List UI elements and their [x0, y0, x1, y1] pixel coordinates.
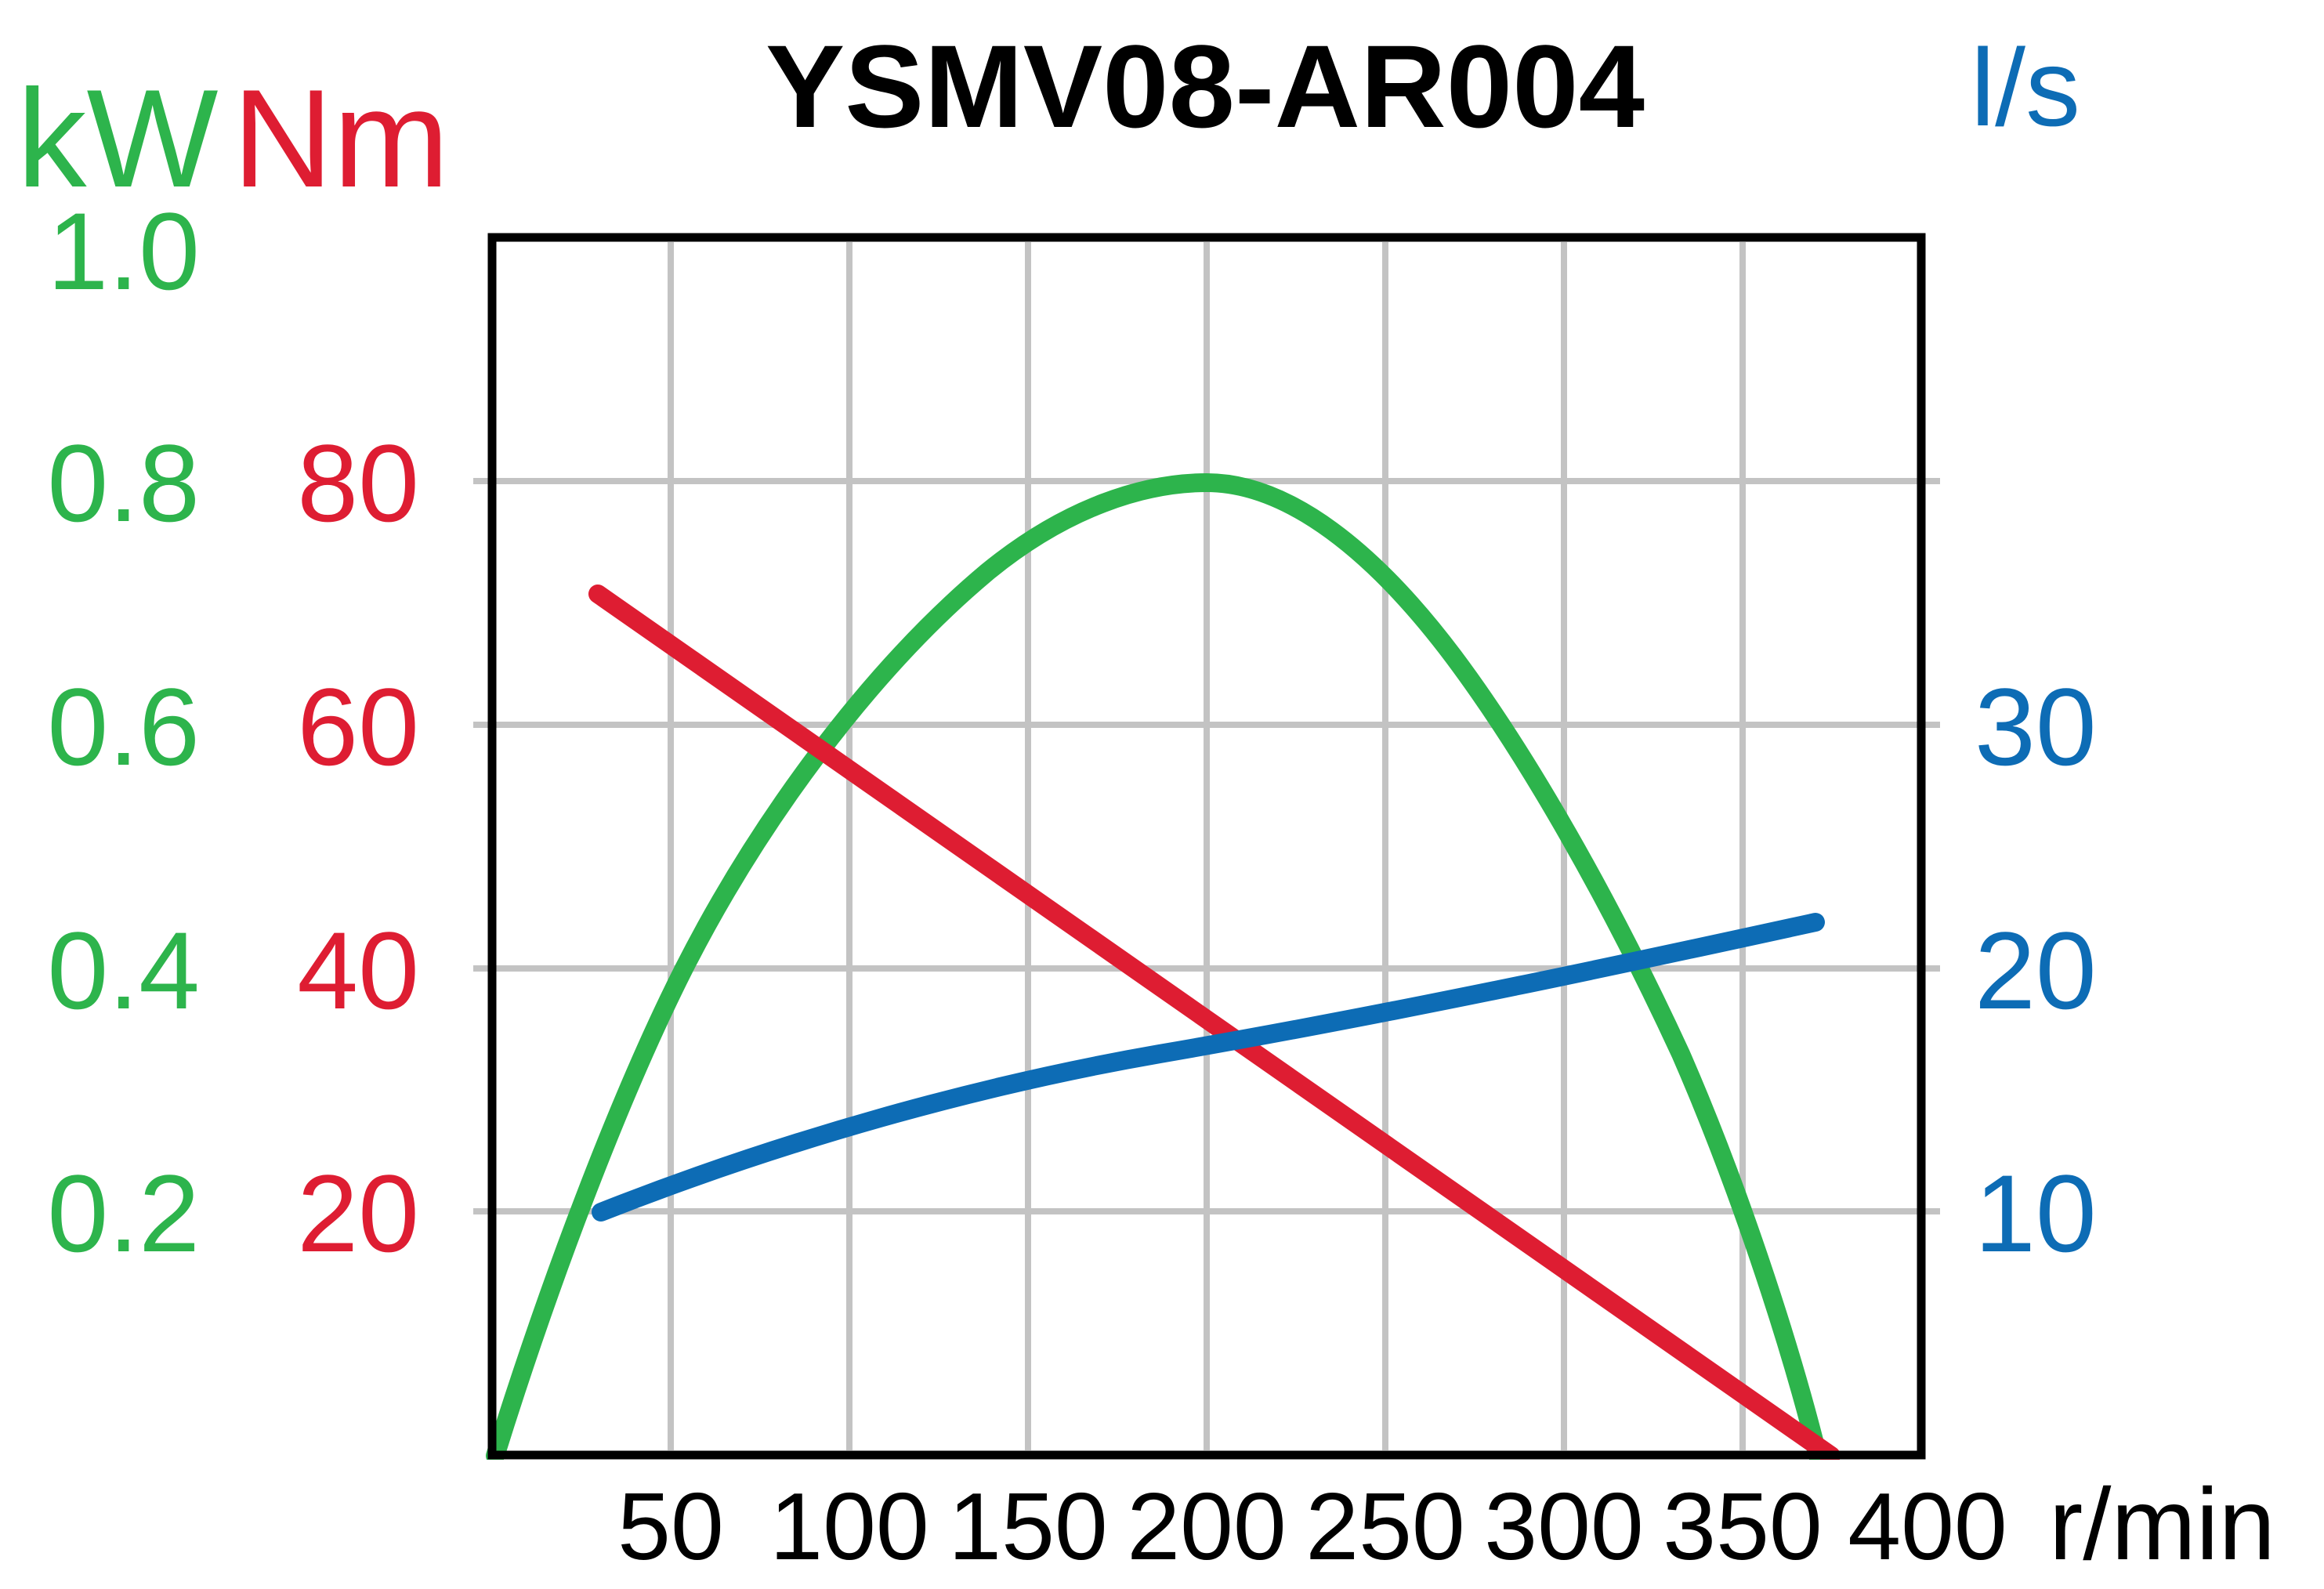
power-tick-0.6: 0.6: [47, 665, 200, 788]
power-axis-unit: kW: [16, 60, 218, 216]
torque-tick-80: 80: [297, 422, 419, 545]
speed-tick-300: 300: [1484, 1473, 1644, 1580]
speed-tick-400: 400: [1848, 1473, 2007, 1580]
flow-tick-30: 30: [1975, 665, 2097, 788]
flow-tick-20: 20: [1975, 909, 2097, 1032]
power-tick-0.2: 0.2: [47, 1152, 200, 1275]
torque-axis-ticks: 80 60 40 20: [297, 422, 419, 1275]
curves: [486, 472, 1841, 1460]
speed-tick-150: 150: [948, 1473, 1108, 1580]
flow-tick-10: 10: [1975, 1152, 2097, 1275]
torque-tick-40: 40: [297, 909, 419, 1032]
torque-curve: [588, 585, 1841, 1460]
speed-tick-350: 350: [1663, 1473, 1823, 1580]
power-curve: [486, 472, 1827, 1460]
power-tick-0.8: 0.8: [47, 422, 200, 545]
flow-axis-unit: l/s: [1971, 26, 2080, 149]
speed-tick-50: 50: [617, 1473, 724, 1580]
speed-tick-100: 100: [769, 1473, 929, 1580]
torque-tick-20: 20: [297, 1152, 419, 1275]
plot-frame: [487, 233, 1926, 1460]
power-tick-0.4: 0.4: [47, 909, 200, 1032]
speed-axis-ticks: 50 100 150 200 250 300 350 400: [617, 1473, 2007, 1580]
torque-axis-unit: Nm: [233, 60, 450, 216]
power-axis-ticks: 1.0 0.8 0.6 0.4 0.2: [47, 190, 200, 1275]
power-tick-1.0: 1.0: [47, 190, 200, 313]
chart-title: YSMV08-AR004: [766, 20, 1645, 152]
speed-tick-200: 200: [1127, 1473, 1287, 1580]
flow-curve: [592, 913, 1825, 1222]
speed-tick-250: 250: [1305, 1473, 1465, 1580]
speed-axis-unit: r/min: [2049, 1467, 2275, 1581]
gridlines: [473, 242, 1940, 1450]
flow-axis-ticks: 30 20 10: [1975, 665, 2097, 1275]
torque-tick-60: 60: [297, 665, 419, 788]
